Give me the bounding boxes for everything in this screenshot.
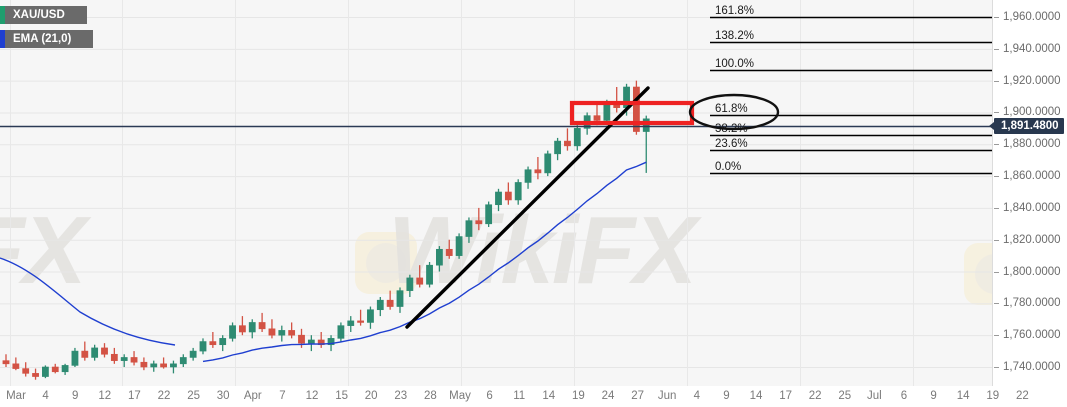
date-tick-15: May xyxy=(449,390,471,402)
candle-series xyxy=(2,80,650,380)
date-tick-12: 20 xyxy=(364,390,378,402)
legend-color-swatch xyxy=(0,30,5,48)
fib-level-label-138-2: 138.2% xyxy=(715,30,755,42)
price-tick-9: 1,780.0000 xyxy=(994,297,1061,310)
legend-item-0[interactable]: XAU/USD xyxy=(0,6,93,24)
date-tick-30: 6 xyxy=(900,390,908,402)
date-tick-28: 25 xyxy=(838,390,852,402)
date-tick-0: Mar xyxy=(6,390,26,402)
fib-level-label-100-0: 100.0% xyxy=(715,58,755,70)
date-tick-1: 4 xyxy=(42,390,49,402)
price-tick-5: 1,860.0000 xyxy=(994,170,1061,183)
trendline xyxy=(405,86,650,329)
date-tick-34: 22 xyxy=(1015,390,1029,402)
supply-zone-box xyxy=(569,100,695,126)
price-axis[interactable]: 1,960.0000 1,940.0000 1,920.0000 1,900.0000… xyxy=(989,0,1067,386)
fib-level-label-161-8: 161.8% xyxy=(715,5,755,17)
date-tick-7: 30 xyxy=(216,390,230,402)
price-tick-1: 1,940.0000 xyxy=(994,42,1061,55)
date-tick-6: 25 xyxy=(187,390,200,402)
fib-level-label-0-0: 0.0% xyxy=(715,161,742,173)
legend-item-1[interactable]: EMA (21,0) xyxy=(0,30,94,48)
date-tick-11: 15 xyxy=(335,390,348,402)
ema-line xyxy=(0,161,647,363)
date-tick-4: 17 xyxy=(127,390,141,402)
date-axis[interactable]: Mar 4 9 12 17 22 25 30 Apr 7 12 15 20 23 28 May 6 11 14 19 2… xyxy=(0,386,1067,407)
fib-level-label-23-6: 23.6% xyxy=(715,138,748,150)
legend-color-swatch xyxy=(0,6,5,24)
date-tick-24: 9 xyxy=(723,390,730,402)
date-tick-8: Apr xyxy=(243,390,262,402)
date-tick-3: 12 xyxy=(98,390,112,402)
date-tick-16: 6 xyxy=(486,390,493,402)
price-tick-2: 1,920.0000 xyxy=(994,74,1061,87)
price-tick-8: 1,800.0000 xyxy=(994,265,1061,278)
date-tick-31: 9 xyxy=(930,390,937,402)
fib-level-label-61-8: 61.8% xyxy=(715,103,748,115)
date-tick-27: 22 xyxy=(808,390,822,402)
price-tick-3: 1,900.0000 xyxy=(994,106,1061,119)
date-tick-5: 22 xyxy=(157,390,171,402)
date-tick-18: 14 xyxy=(542,390,556,402)
date-tick-32: 14 xyxy=(956,390,970,402)
highlight-ellipse-icon xyxy=(688,93,780,131)
date-tick-25: 14 xyxy=(749,390,763,402)
price-tick-11: 1,740.0000 xyxy=(994,361,1061,373)
date-tick-19: 19 xyxy=(571,390,585,402)
price-tick-7: 1,820.0000 xyxy=(994,233,1061,246)
date-tick-29: Jul xyxy=(867,390,882,402)
date-tick-10: 12 xyxy=(305,390,319,402)
last-price-badge[interactable]: 1,891.4800 xyxy=(989,118,1064,134)
date-tick-17: 11 xyxy=(513,390,526,402)
date-tick-20: 24 xyxy=(601,390,615,402)
date-tick-26: 17 xyxy=(779,390,792,402)
chart-plot-area[interactable]: FX WikiFX 161.8%138.2%100.0%61.8%38.2%23… xyxy=(0,0,992,386)
candlestick-svg xyxy=(0,0,992,386)
date-tick-33: 19 xyxy=(986,390,1000,402)
price-tick-6: 1,840.0000 xyxy=(994,201,1061,214)
price-tick-4: 1,880.0000 xyxy=(994,138,1061,151)
date-tick-21: 27 xyxy=(631,390,644,402)
date-tick-2: 9 xyxy=(71,390,79,402)
chart-legend: XAU/USD EMA (21,0) xyxy=(0,6,94,54)
legend-label: XAU/USD xyxy=(5,6,87,24)
price-tick-10: 1,760.0000 xyxy=(994,329,1061,342)
date-tick-13: 23 xyxy=(394,390,408,402)
legend-label: EMA (21,0) xyxy=(5,30,94,48)
date-tick-9: 7 xyxy=(279,390,286,402)
fibonacci-lines xyxy=(710,16,992,175)
date-tick-23: 4 xyxy=(693,390,700,402)
date-tick-22: Jun xyxy=(657,390,677,402)
price-tick-0: 1,960.0000 xyxy=(994,11,1061,23)
date-tick-14: 28 xyxy=(423,390,437,402)
